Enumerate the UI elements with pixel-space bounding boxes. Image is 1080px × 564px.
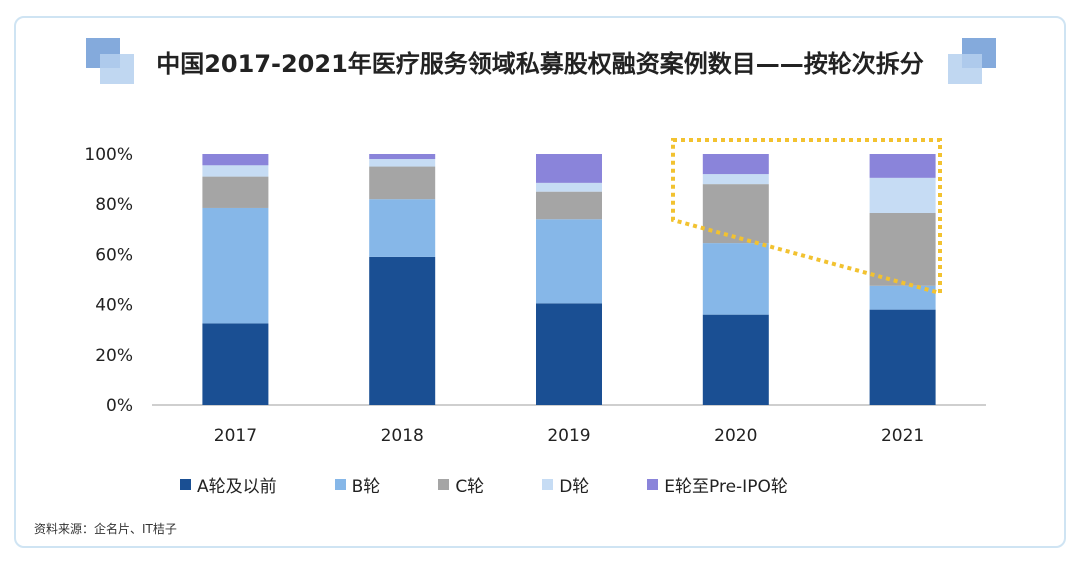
legend-swatch bbox=[438, 478, 450, 490]
bar-segment bbox=[869, 309, 936, 405]
bar-segment bbox=[702, 184, 769, 244]
bar-segment bbox=[369, 159, 436, 167]
y-tick-label: 40% bbox=[95, 296, 133, 316]
bar-segment bbox=[869, 154, 936, 178]
bar-segment bbox=[536, 154, 602, 183]
bar-segment bbox=[369, 199, 436, 257]
bar-segment bbox=[702, 154, 769, 175]
bar-segment bbox=[369, 166, 436, 200]
x-tick-label: 2020 bbox=[714, 426, 757, 446]
x-tick-label: 2017 bbox=[214, 426, 257, 446]
bar-segment bbox=[702, 174, 769, 185]
legend-label: A轮及以前 bbox=[197, 476, 277, 497]
bar-segment bbox=[202, 207, 269, 324]
legend-label: E轮至Pre-IPO轮 bbox=[664, 476, 788, 497]
title-decoration-right-light bbox=[948, 54, 982, 84]
legend-swatch bbox=[180, 478, 191, 490]
y-tick-label: 100% bbox=[84, 145, 133, 165]
title-decoration-left-light bbox=[100, 54, 134, 84]
bar-segment bbox=[536, 182, 602, 192]
bar-segment bbox=[369, 154, 436, 160]
bar-segment bbox=[202, 165, 269, 177]
y-tick-label: 0% bbox=[106, 396, 133, 416]
legend-swatch bbox=[334, 478, 346, 490]
y-tick-label: 80% bbox=[95, 195, 133, 215]
bar-segment bbox=[702, 314, 769, 405]
x-tick-label: 2018 bbox=[381, 426, 424, 446]
legend-item: C轮 bbox=[438, 472, 484, 497]
legend-swatch bbox=[647, 478, 659, 490]
bar-segment bbox=[536, 191, 602, 220]
bar-segment bbox=[202, 323, 269, 405]
bar-segment bbox=[202, 176, 269, 208]
legend-item: D轮 bbox=[542, 472, 589, 497]
bar-segment bbox=[202, 154, 269, 166]
bar-segment bbox=[869, 212, 936, 286]
legend-item: E轮至Pre-IPO轮 bbox=[647, 472, 788, 497]
bar-segment bbox=[869, 285, 936, 310]
bar-segment bbox=[536, 219, 602, 304]
bar-segment bbox=[536, 303, 602, 405]
bar-segment bbox=[369, 256, 436, 405]
source-note: 资料来源：企名片、IT桔子 bbox=[34, 522, 177, 536]
legend-item: A轮及以前 bbox=[180, 472, 277, 497]
y-tick-label: 20% bbox=[95, 346, 133, 366]
bar-segment bbox=[702, 243, 769, 315]
legend-label: D轮 bbox=[559, 476, 590, 497]
legend-label: C轮 bbox=[455, 476, 485, 497]
legend-label: B轮 bbox=[351, 476, 381, 497]
legend-swatch bbox=[542, 478, 554, 490]
legend-item: B轮 bbox=[334, 472, 381, 497]
y-tick-label: 60% bbox=[95, 245, 133, 265]
bar-segment bbox=[869, 177, 936, 213]
x-tick-label: 2019 bbox=[547, 426, 590, 446]
x-tick-label: 2021 bbox=[881, 426, 924, 446]
highlight-outline bbox=[671, 138, 942, 296]
chart-legend: A轮及以前 B轮 C轮 D轮 E轮至Pre-IPO轮 bbox=[180, 472, 846, 497]
chart-title: 中国2017-2021年医疗服务领域私募股权融资案例数目——按轮次拆分 bbox=[156, 50, 924, 78]
